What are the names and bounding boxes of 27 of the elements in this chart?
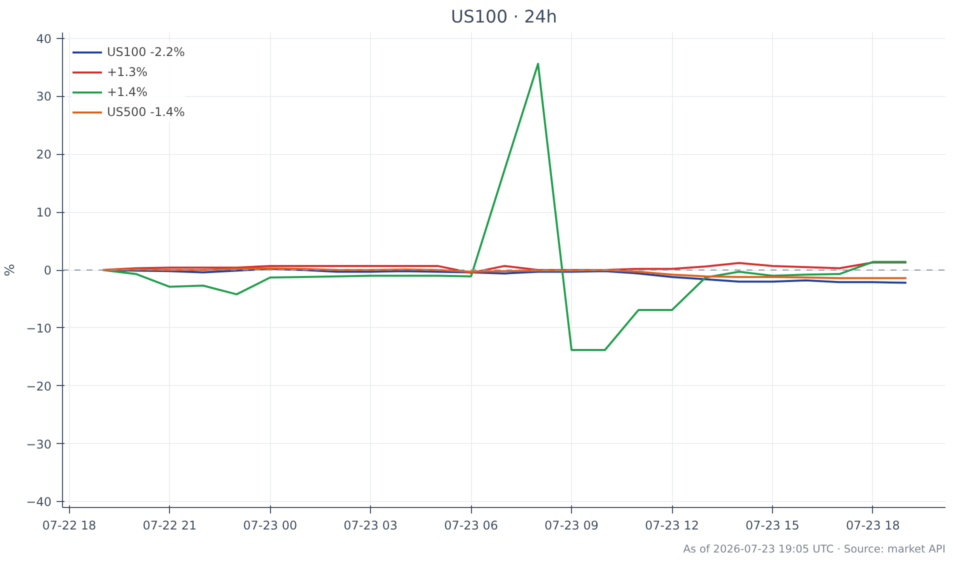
- y-axis-title: %: [3, 264, 18, 276]
- x-tick-label: 07-23 00: [243, 518, 298, 532]
- chart-title: US100 · 24h: [450, 8, 558, 28]
- y-tick-label: 10: [36, 206, 52, 220]
- y-tick-label: −10: [26, 321, 52, 336]
- x-tick-label: 07-23 18: [846, 518, 900, 532]
- legend-label: +1.3%: [107, 65, 148, 79]
- y-tick-label: 0: [44, 264, 52, 278]
- legend-label: US500 -1.4%: [107, 105, 185, 119]
- y-tick-label: 30: [36, 90, 52, 104]
- line-series: [102, 62, 908, 351]
- line-series: [102, 267, 908, 280]
- y-tick-label: −20: [26, 379, 52, 394]
- legend-label: US100 -2.2%: [107, 45, 185, 59]
- x-tick-label: 07-23 03: [344, 518, 398, 532]
- y-tick-label: 20: [36, 148, 52, 162]
- x-tick-label: 07-23 12: [645, 518, 699, 532]
- x-tick-label: 07-22 18: [42, 518, 96, 532]
- x-tick-label: 07-23 09: [544, 518, 599, 532]
- y-tick-label: −30: [26, 437, 52, 452]
- x-tick-label: 07-23 15: [745, 518, 800, 532]
- y-tick-label: −40: [26, 495, 52, 510]
- x-tick-label: 07-23 06: [444, 518, 498, 532]
- x-tick-label: 07-22 21: [142, 518, 197, 532]
- text: As of 2026-07-23 19:05 UTC · Source: market API: [683, 542, 946, 556]
- y-tick-label: 40: [36, 32, 52, 46]
- legend-label: +1.4%: [107, 85, 148, 99]
